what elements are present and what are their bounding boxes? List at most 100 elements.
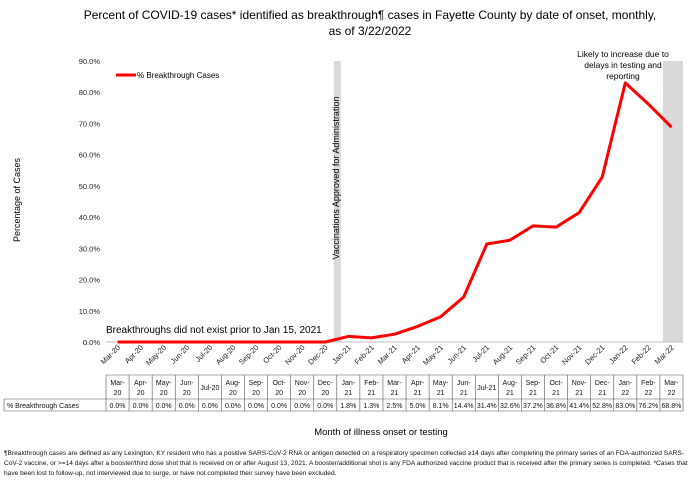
x-tick-label: Nov-21: [560, 343, 583, 366]
y-tick-label: 40.0%: [79, 213, 101, 222]
table-header-cell-year: 21: [368, 390, 376, 397]
x-tick-label: May-21: [421, 343, 445, 367]
x-tick-label: May-20: [144, 343, 168, 367]
table-header-cell-year: 21: [344, 390, 352, 397]
x-tick-label: Jun-21: [446, 343, 469, 366]
y-tick-label: 60.0%: [79, 151, 101, 160]
table-header-cell-year: 21: [414, 390, 422, 397]
x-tick-label: Jan-21: [330, 343, 353, 366]
x-tick-label: Aug-21: [491, 343, 514, 366]
table-value-cell: 76.2%: [638, 403, 658, 410]
table-header-cell-year: 20: [137, 390, 145, 397]
x-tick-label: Aug-20: [214, 343, 237, 366]
y-tick-label: 50.0%: [79, 182, 101, 191]
y-tick-label: 90.0%: [79, 57, 101, 66]
table-header-cell-year: 21: [575, 390, 583, 397]
x-axis-ticks: Mar-20 Apr-20 May-20 Jun-20 Jul-20 Aug-20 Sep-…: [99, 343, 676, 367]
x-tick-label: Apr-21: [400, 343, 422, 365]
table-header-cell: Oct-: [549, 380, 563, 387]
x-tick-label: Oct-21: [538, 343, 560, 365]
table-header-cell-year: 22: [621, 390, 629, 397]
table-header-cell: Jun-: [457, 380, 471, 387]
x-tick-label: Mar-21: [376, 343, 399, 366]
table-value-cell: 52.8%: [592, 403, 612, 410]
x-tick-label: Sep-20: [237, 343, 260, 366]
table-header-cell-year: 20: [160, 390, 168, 397]
legend-label: % Breakthrough Cases: [137, 71, 219, 80]
data-table: % Breakthrough Cases Mar- 20 Apr- 20 May- 20 Ju…: [3, 374, 684, 412]
table-header-cell-year: 21: [437, 390, 445, 397]
table-header-cell: Apr-: [411, 380, 425, 387]
table-header-cell-year: 21: [598, 390, 606, 397]
vaccination-marker: [333, 61, 341, 342]
table-value-cell: 0.0%: [225, 403, 241, 410]
table-header-cell: Nov-: [572, 380, 587, 387]
vaccination-annotation: Vaccinations Approved for Administration: [331, 97, 341, 260]
table-header-cell-year: 21: [552, 390, 560, 397]
table-row-label: % Breakthrough Cases: [7, 403, 79, 410]
table-value-cell: 0.0%: [156, 403, 172, 410]
x-tick-label: Apr-20: [123, 343, 145, 365]
x-tick-label: Jul-20: [193, 343, 214, 364]
table-header-cell: Mar-: [664, 380, 679, 387]
table-value-cell: 31.4%: [477, 403, 497, 410]
table-value-cell: 0.0%: [248, 403, 264, 410]
table-header-cell-year: 20: [275, 390, 283, 397]
y-tick-label: 80.0%: [79, 88, 101, 97]
table-value-cell: 36.8%: [546, 403, 566, 410]
table-value-cell: 68.8%: [662, 403, 682, 410]
table-header-cell-year: 20: [114, 390, 122, 397]
breakthrough-series-line: [117, 81, 673, 344]
x-tick-label: Dec-21: [583, 343, 606, 366]
table-value-cell: 1.8%: [340, 403, 356, 410]
footnote: ¶Breakthrough cases are defined as any L…: [4, 450, 688, 477]
table-header-cell-year: 20: [252, 390, 260, 397]
table-header-cell-year: 20: [183, 390, 191, 397]
table-header-cell: Aug-: [503, 380, 518, 387]
table-value-cell: 37.2%: [523, 403, 543, 410]
chart-title-line2: as of 3/22/2022: [329, 24, 412, 38]
x-tick-label: Feb-22: [630, 343, 653, 366]
table-header-cell-year: 22: [668, 390, 676, 397]
table-header-cell: Sep-: [526, 380, 541, 387]
table-value-cell: 5.0%: [410, 403, 426, 410]
table-header-cell-year: 20: [298, 390, 306, 397]
x-tick-label: Jul-21: [470, 343, 491, 364]
x-tick-label: Sep-21: [514, 343, 537, 366]
table-header-cell: Jan-: [342, 380, 356, 387]
x-tick-label: Mar-20: [99, 343, 122, 366]
table-header-cell: Mar-: [110, 380, 125, 387]
recent-annotation-line2: delays in testing and: [584, 60, 662, 70]
y-tick-label: 20.0%: [79, 276, 101, 285]
recent-annotation-line3: reporting: [606, 71, 640, 81]
table-header-cell: Sep-: [249, 380, 264, 387]
table-value-cell: 8.1%: [433, 403, 449, 410]
table-header-cell: Nov-: [295, 380, 310, 387]
x-tick-label: Mar-22: [653, 343, 676, 366]
table-header-cell: Dec-: [318, 380, 333, 387]
y-tick-label: 70.0%: [79, 119, 101, 128]
table-header-cell: Dec-: [595, 380, 610, 387]
x-axis-label: Month of illness onset or testing: [314, 427, 448, 438]
breakthrough-chart: Percent of COVID-19 cases* identified as…: [3, 8, 684, 438]
table-value-cell: 41.4%: [569, 403, 589, 410]
table-header-cell-year: 21: [460, 390, 468, 397]
table-value-cell: 0.0%: [271, 403, 287, 410]
table-value-cell: 83.0%: [615, 403, 635, 410]
table-header-cell-year: 21: [391, 390, 399, 397]
y-axis-label: Percentage of Cases: [12, 157, 22, 242]
table-header-cell: Feb-: [641, 380, 656, 387]
table-header-cell: Jul-20: [200, 385, 219, 392]
table-header-cell-year: 20: [321, 390, 329, 397]
pre-vaccine-annotation: Breakthroughs did not exist prior to Jan…: [106, 325, 322, 336]
x-tick-label: Oct-20: [261, 343, 283, 365]
table-value-cell: 0.0%: [294, 403, 310, 410]
table-header-cell: May-: [433, 380, 449, 387]
table-header-cell: May-: [156, 380, 172, 387]
table-value-cell: 2.5%: [387, 403, 403, 410]
table-header-cell: Feb-: [364, 380, 379, 387]
table-header-cell: Mar-: [387, 380, 402, 387]
x-tick-label: Feb-21: [353, 343, 376, 366]
table-value-cell: 0.0%: [202, 403, 218, 410]
x-tick-label: Dec-20: [306, 343, 329, 366]
